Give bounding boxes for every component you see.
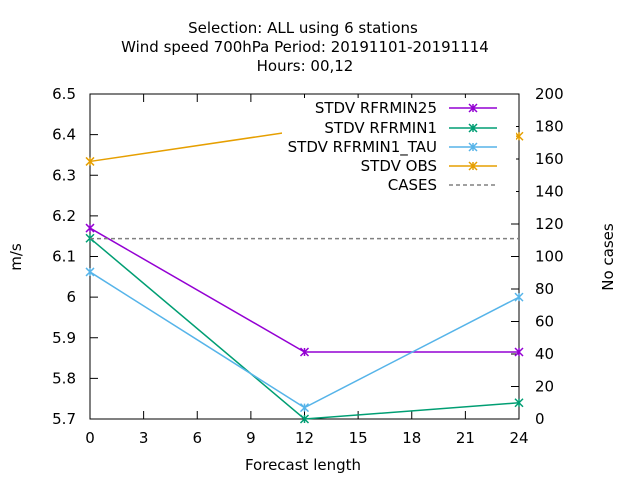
data-point	[85, 156, 95, 166]
series-layer	[85, 125, 524, 424]
data-point	[514, 398, 524, 408]
y-tick-label: 6.1	[52, 248, 76, 266]
y-tick-label: 6.4	[52, 126, 76, 144]
data-point	[85, 267, 95, 277]
y-tick-label: 5.7	[52, 410, 76, 428]
data-point	[514, 292, 524, 302]
y2-tick-label: 120	[535, 215, 564, 233]
x-tick-label: 24	[509, 429, 528, 447]
legend-marker	[468, 123, 478, 133]
y-tick-label: 5.9	[52, 329, 76, 347]
title-line-1: Selection: ALL using 6 stations	[188, 19, 418, 37]
y-tick-label: 6.5	[52, 85, 76, 103]
chart-title: Selection: ALL using 6 stations Wind spe…	[121, 19, 489, 75]
y2-tick-label: 160	[535, 150, 564, 168]
title-line-2: Wind speed 700hPa Period: 20191101-20191…	[121, 38, 489, 56]
y-tick-label: 6	[66, 288, 76, 306]
y2-tick-label: 20	[535, 378, 554, 396]
y-tick-label: 5.8	[52, 369, 76, 387]
data-point	[299, 347, 310, 357]
legend-label: STDV RFRMIN25	[315, 99, 437, 117]
legend-marker	[468, 103, 478, 113]
y2-tick-label: 100	[535, 248, 564, 266]
data-point	[299, 414, 310, 424]
y-axis-label: m/s	[7, 243, 25, 271]
y2-tick-label: 0	[535, 410, 545, 428]
legend-label: STDV OBS	[361, 157, 437, 175]
data-point	[299, 403, 310, 413]
y2-axis-label: No cases	[599, 223, 617, 291]
x-tick-label: 15	[349, 429, 368, 447]
y2-tick-label: 60	[535, 313, 554, 331]
data-point	[514, 347, 524, 357]
axes: 0 3 6 9 12 15 18 21 24 5.7 5.8 5.9 6 6.1 6.2 6.3 6.4 6.5 0…	[52, 85, 564, 447]
y2-tick-label: 140	[535, 183, 564, 201]
x-tick-label: 9	[246, 429, 256, 447]
x-tick-label: 0	[85, 429, 95, 447]
legend-label: STDV RFRMIN1_TAU	[288, 138, 437, 157]
x-tick-label: 3	[139, 429, 149, 447]
y2-tick-label: 180	[535, 118, 564, 136]
y2-tick-label: 200	[535, 85, 564, 103]
x-tick-label: 21	[456, 429, 475, 447]
y-tick-label: 6.3	[52, 166, 76, 184]
title-line-3: Hours: 00,12	[257, 57, 354, 75]
legend-label: STDV RFRMIN1	[324, 119, 437, 137]
x-tick-label: 18	[402, 429, 421, 447]
y2-tick-label: 40	[535, 345, 554, 363]
x-tick-label: 12	[295, 429, 314, 447]
y-tick-label: 6.2	[52, 207, 76, 225]
legend-label: CASES	[388, 176, 437, 194]
y2-tick-label: 80	[535, 280, 554, 298]
data-point	[514, 131, 524, 141]
data-point	[85, 223, 95, 233]
x-tick-label: 6	[192, 429, 202, 447]
x-axis-label: Forecast length	[245, 456, 361, 474]
series-line-0	[89, 227, 519, 353]
legend-marker	[468, 161, 478, 171]
legend-marker	[468, 142, 478, 152]
